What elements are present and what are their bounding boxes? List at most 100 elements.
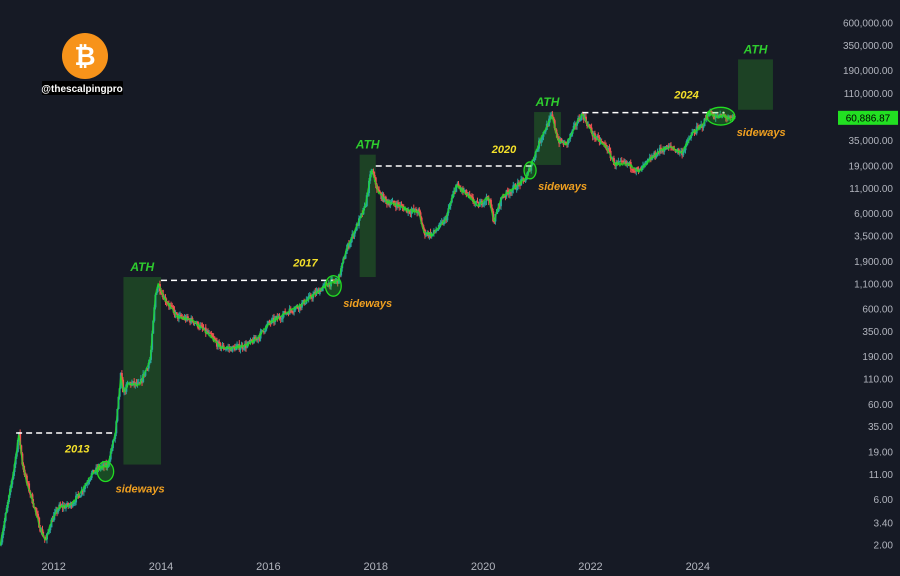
- sideways-marker-2013: [96, 460, 115, 483]
- y-tick-label: 350,000.00: [843, 41, 893, 52]
- candle-body: [180, 314, 183, 318]
- candle-body: [530, 165, 533, 171]
- candle-body: [718, 114, 721, 118]
- candle-body: [297, 307, 300, 310]
- candle-body: [508, 192, 511, 195]
- y-tick-label: 600,000.00: [843, 19, 893, 30]
- candle-body: [719, 113, 722, 115]
- x-tick-label: 2020: [471, 561, 495, 573]
- candle-body: [411, 208, 414, 211]
- candle-body: [179, 314, 182, 316]
- candle-body: [630, 168, 633, 170]
- candle-body: [231, 346, 234, 352]
- candle-body: [54, 509, 57, 513]
- candle-body: [76, 494, 79, 496]
- candle-body: [643, 163, 646, 166]
- candle-body: [242, 348, 245, 350]
- candle-body: [425, 234, 428, 236]
- candle-body: [523, 179, 526, 182]
- candle-body: [567, 139, 570, 145]
- candle-body: [489, 199, 492, 208]
- candle-body: [218, 341, 221, 344]
- candle-body: [504, 196, 507, 198]
- candle-body: [535, 149, 538, 152]
- candle-body: [298, 304, 301, 310]
- candle-body: [73, 502, 76, 504]
- last-price-tag: [838, 110, 898, 125]
- candle-body: [688, 138, 691, 140]
- candle-body: [335, 279, 338, 281]
- candle-body: [455, 184, 458, 192]
- candle-body: [311, 297, 313, 299]
- candle-body: [579, 120, 582, 122]
- candle-body: [253, 337, 256, 340]
- y-tick-label: 600.00: [862, 305, 893, 316]
- candle-body: [156, 286, 159, 292]
- candle-body: [683, 150, 686, 152]
- candle-body: [498, 203, 501, 207]
- candle-body: [454, 190, 457, 192]
- candle-body: [439, 222, 442, 224]
- candle-body: [294, 307, 297, 311]
- candle-body: [656, 151, 659, 157]
- candle-body: [533, 157, 536, 160]
- candle-body: [83, 485, 86, 490]
- candle-body: [321, 287, 324, 292]
- candle-body: [239, 348, 242, 350]
- candle-body: [79, 495, 82, 498]
- x-tick-label: 2024: [686, 561, 710, 573]
- candle-body: [136, 382, 139, 385]
- candle-body: [72, 502, 75, 505]
- candle-body: [250, 339, 253, 341]
- candle-body: [49, 527, 52, 531]
- candle-body: [457, 183, 460, 187]
- candle-body: [338, 274, 341, 276]
- candle-body: [728, 116, 731, 119]
- candle-body: [544, 129, 547, 132]
- candle-body: [91, 469, 94, 474]
- candle-body: [364, 205, 367, 207]
- candle-body: [506, 190, 509, 193]
- candle-body: [66, 503, 69, 507]
- candle-body: [281, 314, 284, 319]
- candle-body: [347, 243, 350, 247]
- candle-body: [25, 475, 28, 483]
- candle-body: [376, 189, 379, 191]
- candle-body: [470, 196, 473, 198]
- candle-body: [482, 204, 485, 206]
- candle-body: [541, 136, 544, 140]
- ath-rally-box-2017: [359, 154, 376, 278]
- candle-body: [82, 489, 85, 492]
- candle-body: [730, 117, 733, 119]
- candle-body: [219, 343, 222, 349]
- candle-body: [400, 204, 403, 206]
- sideways-label: sideways: [538, 181, 587, 193]
- candle-body: [137, 382, 140, 384]
- candle-body: [699, 125, 702, 127]
- candle-body: [271, 317, 274, 320]
- candle-body: [418, 209, 421, 213]
- candle-body: [262, 331, 265, 333]
- candle-body: [465, 190, 468, 195]
- candle-body: [392, 200, 395, 204]
- candle-body: [186, 316, 189, 319]
- candle-body: [502, 197, 505, 199]
- candle-body: [87, 481, 90, 484]
- candle-body: [707, 115, 710, 117]
- candle-body: [484, 201, 487, 203]
- candle-body: [638, 168, 641, 171]
- candle-body: [38, 517, 41, 528]
- x-tick-label: 2018: [363, 561, 387, 573]
- handle-background: [42, 81, 123, 95]
- cycle-year-label: 2013: [64, 444, 89, 456]
- candle-body: [378, 189, 381, 193]
- candle-body: [357, 218, 360, 226]
- candle-body: [293, 310, 296, 312]
- candle-body: [323, 284, 326, 286]
- candle-body: [446, 213, 449, 221]
- candle-body: [258, 337, 261, 339]
- candle-body: [280, 318, 283, 320]
- candle-body: [382, 193, 385, 202]
- candle-body: [287, 312, 290, 315]
- handle-label: @thescalpingpro: [41, 84, 122, 95]
